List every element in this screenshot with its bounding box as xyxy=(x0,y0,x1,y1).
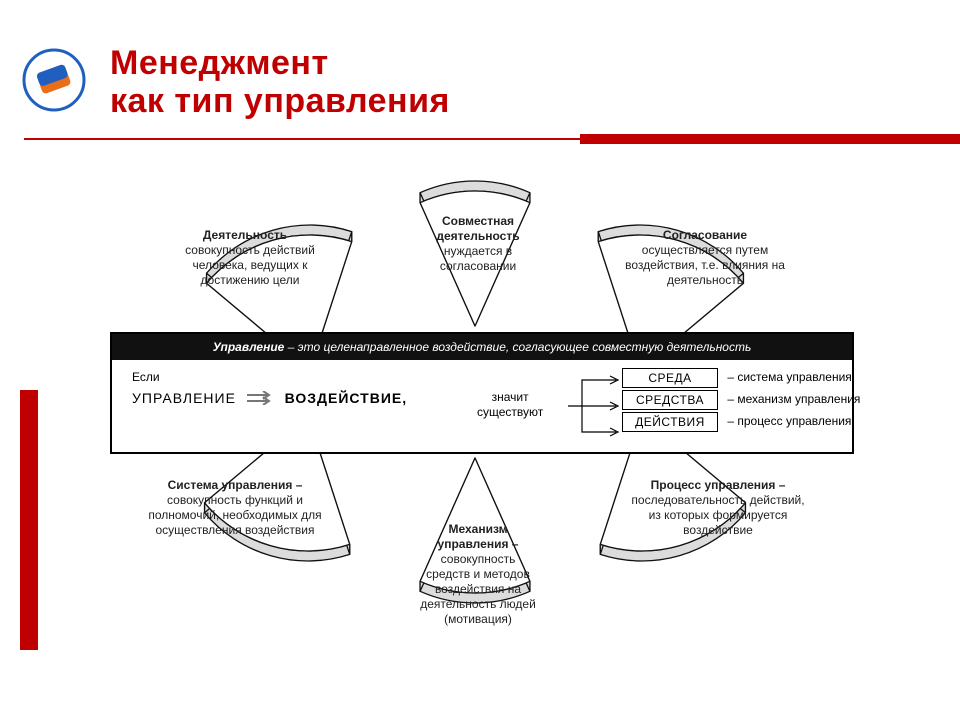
implies-line1: значит xyxy=(477,390,543,405)
condition-block: Если УПРАВЛЕНИЕ ВОЗДЕЙСТВИЕ, xyxy=(132,370,407,408)
slide-root: Менеджмент как тип управления Совместная… xyxy=(0,0,960,720)
outcome-desc: – процесс управления xyxy=(727,414,851,428)
wedge-label: Система управления –совокупность функций… xyxy=(140,478,330,538)
outcome-row: СРЕДА – система управления xyxy=(622,368,860,388)
definition-term: Управление xyxy=(213,340,285,354)
outcome-row: ДЕЙСТВИЯ – процесс управления xyxy=(622,412,860,432)
implies-line2: существуют xyxy=(477,405,543,420)
definition-bar: Управление – это целенаправленное воздей… xyxy=(112,334,852,360)
logic-panel: Если УПРАВЛЕНИЕ ВОЗДЕЙСТВИЕ, значит суще… xyxy=(112,360,852,452)
wedge-label: Процесс управления –последовательность д… xyxy=(628,478,808,538)
outcome-desc: – механизм управления xyxy=(727,392,860,406)
outcomes-list: СРЕДА – система управления СРЕДСТВА – ме… xyxy=(622,366,860,434)
title-line2: как тип управления xyxy=(110,82,450,120)
logo xyxy=(22,48,86,112)
title-rule-thick xyxy=(580,134,960,144)
outcome-tag: СРЕДА xyxy=(622,368,718,388)
outcome-desc: – система управления xyxy=(727,370,851,384)
definition-text: – это целенаправленное воздействие, согл… xyxy=(284,340,751,354)
outcome-tag: СРЕДСТВА xyxy=(622,390,718,410)
left-accent-bar xyxy=(20,390,38,650)
condition-term2: ВОЗДЕЙСТВИЕ, xyxy=(285,390,408,406)
condition-term1: УПРАВЛЕНИЕ xyxy=(132,390,236,406)
implies-block: значит существуют xyxy=(477,390,543,420)
page-title: Менеджмент как тип управления xyxy=(110,44,450,120)
outcome-tag: ДЕЙСТВИЯ xyxy=(622,412,718,432)
bracket-icon xyxy=(564,366,624,446)
double-arrow-icon xyxy=(245,391,275,408)
outcome-row: СРЕДСТВА – механизм управления xyxy=(622,390,860,410)
title-line1: Менеджмент xyxy=(110,44,450,82)
condition-word: Если xyxy=(132,370,407,384)
center-band: Управление – это целенаправленное воздей… xyxy=(110,332,854,454)
